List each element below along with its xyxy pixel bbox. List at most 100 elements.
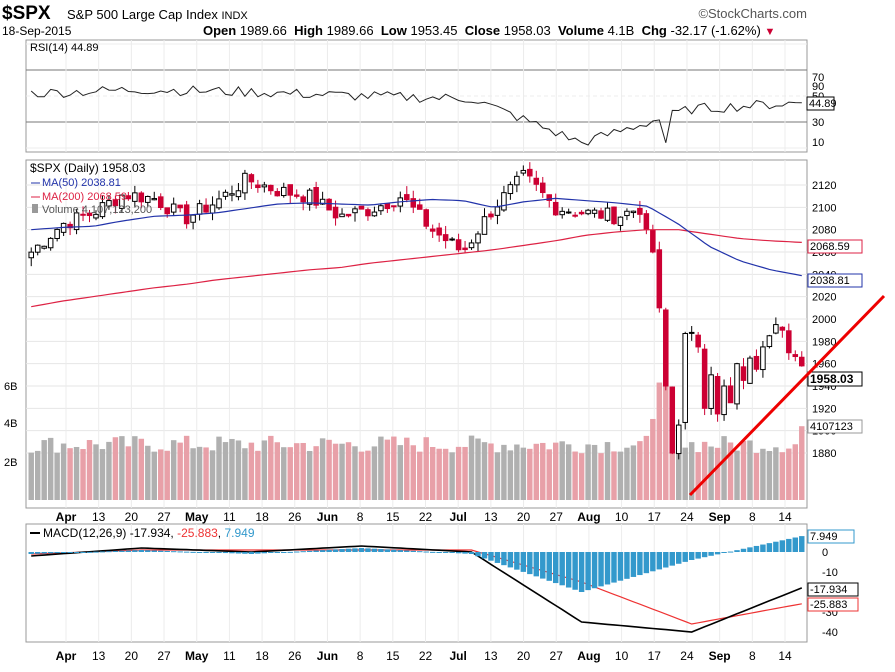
low-label: Low bbox=[380, 23, 407, 38]
macd-histogram-bar bbox=[67, 552, 73, 553]
x-axis-tick-label: 10 bbox=[615, 510, 629, 524]
x-axis-tick-label: Jul bbox=[450, 510, 467, 524]
macd-histogram-bar bbox=[47, 552, 54, 554]
candle-body bbox=[436, 227, 442, 236]
candle-body bbox=[455, 239, 462, 251]
x-axis-tick-label: 11 bbox=[223, 649, 236, 663]
volume-bar bbox=[34, 450, 41, 500]
volume-bar bbox=[481, 442, 488, 500]
candle-body bbox=[93, 213, 99, 219]
volume-bar bbox=[643, 435, 650, 500]
candle-body bbox=[416, 204, 423, 210]
macd-histogram-bar bbox=[183, 551, 190, 553]
candle-body bbox=[268, 184, 274, 192]
volume-bar bbox=[145, 445, 151, 500]
x-axis-tick-label: 26 bbox=[288, 649, 302, 663]
macd-histogram-bar bbox=[552, 552, 559, 584]
volume-bar bbox=[125, 446, 132, 500]
candle-body bbox=[429, 228, 436, 232]
volume-bar bbox=[132, 436, 138, 500]
ma50-line bbox=[31, 197, 802, 277]
macd-histogram-bar bbox=[688, 552, 695, 560]
candle-body bbox=[675, 424, 682, 455]
x-axis-tick-label: 18 bbox=[255, 649, 269, 663]
macd-histogram-bar bbox=[760, 544, 766, 552]
x-axis-tick-label: 14 bbox=[778, 649, 792, 663]
x-axis-middle: Apr 13 20 27 May 11 18 26 Jun 8 15 22 Jul 13 20 27 Aug 10… bbox=[56, 510, 792, 524]
macd-histogram-bar bbox=[701, 552, 708, 558]
macd-histogram-bar bbox=[442, 552, 449, 553]
volume-bar bbox=[786, 448, 792, 500]
macd-tag-text: -17.934 bbox=[810, 584, 847, 596]
candle-body bbox=[190, 214, 196, 223]
volume-bar bbox=[287, 447, 293, 500]
candle-body bbox=[80, 213, 86, 216]
volume-bar bbox=[306, 450, 313, 500]
candle-body bbox=[527, 168, 533, 177]
volume-bar bbox=[54, 452, 60, 500]
candle-body bbox=[125, 195, 132, 200]
candle-body bbox=[734, 363, 740, 405]
macd-histogram-bar bbox=[268, 552, 274, 553]
macd-histogram-bar bbox=[319, 550, 326, 552]
x-axis-tick-label: 13 bbox=[484, 510, 498, 524]
volume-bar bbox=[630, 445, 637, 500]
price-candles bbox=[28, 162, 805, 460]
candle-body bbox=[714, 376, 721, 415]
candle-body bbox=[546, 194, 553, 201]
candle-body bbox=[339, 213, 345, 218]
volume-bar bbox=[183, 435, 190, 500]
legend-ma50: MA(50) 2038.81 bbox=[42, 177, 121, 189]
candle-body bbox=[196, 203, 203, 215]
candle-body bbox=[624, 210, 630, 217]
macd-histogram-bar bbox=[462, 552, 468, 554]
macd-histogram-bar bbox=[527, 552, 533, 575]
candle-body bbox=[157, 196, 164, 209]
candle-body bbox=[559, 210, 565, 216]
candle-body bbox=[779, 326, 786, 331]
volume-bar bbox=[164, 450, 170, 500]
volume-bar bbox=[209, 450, 216, 500]
volume-bar bbox=[177, 442, 183, 500]
macd-histogram-bar bbox=[397, 550, 404, 552]
x-axis-tick-label: Jul bbox=[450, 649, 467, 663]
volume-bar bbox=[332, 443, 339, 500]
macd-histogram-bar bbox=[384, 549, 391, 552]
macd-histogram-bar bbox=[410, 550, 416, 552]
macd-histogram-bar bbox=[501, 552, 507, 566]
volume-tick-label: 2B bbox=[4, 457, 17, 469]
ma200-tag-text: 2068.59 bbox=[810, 241, 850, 253]
legend-volume: Volume 4,107,123,200 bbox=[42, 204, 152, 216]
volume-bar bbox=[792, 444, 799, 500]
volume-bar bbox=[67, 448, 73, 500]
macd-histogram-bar bbox=[255, 552, 261, 554]
candle-body bbox=[67, 223, 73, 229]
x-axis-tick-label: 8 bbox=[749, 510, 756, 524]
volume-bar bbox=[520, 447, 527, 500]
volume-bar bbox=[423, 437, 429, 500]
volume-bar bbox=[235, 440, 242, 500]
volume-bar bbox=[682, 447, 688, 500]
volume-bar bbox=[170, 440, 177, 500]
volume-bar bbox=[203, 447, 209, 500]
volume-bar bbox=[255, 450, 261, 500]
candle-body bbox=[682, 333, 688, 423]
candle-body bbox=[520, 169, 527, 174]
macd-histogram-bar bbox=[714, 552, 721, 555]
candle-body bbox=[378, 205, 384, 212]
macd-histogram-bar bbox=[112, 550, 119, 552]
candle-body bbox=[216, 198, 222, 209]
candle-body bbox=[695, 334, 701, 348]
candle-body bbox=[514, 175, 520, 186]
candle-body bbox=[177, 204, 183, 209]
macd-histogram-bar bbox=[371, 548, 378, 552]
volume-bar bbox=[106, 441, 112, 500]
macd-histogram-bar bbox=[604, 552, 611, 585]
macd-histogram-bar bbox=[650, 552, 656, 572]
volume-bar bbox=[688, 442, 695, 500]
volume-bar bbox=[404, 437, 410, 500]
candle-body bbox=[203, 204, 209, 213]
candle-body bbox=[261, 184, 268, 188]
macd-histogram-bar bbox=[293, 551, 300, 553]
volume-bar bbox=[417, 451, 423, 500]
